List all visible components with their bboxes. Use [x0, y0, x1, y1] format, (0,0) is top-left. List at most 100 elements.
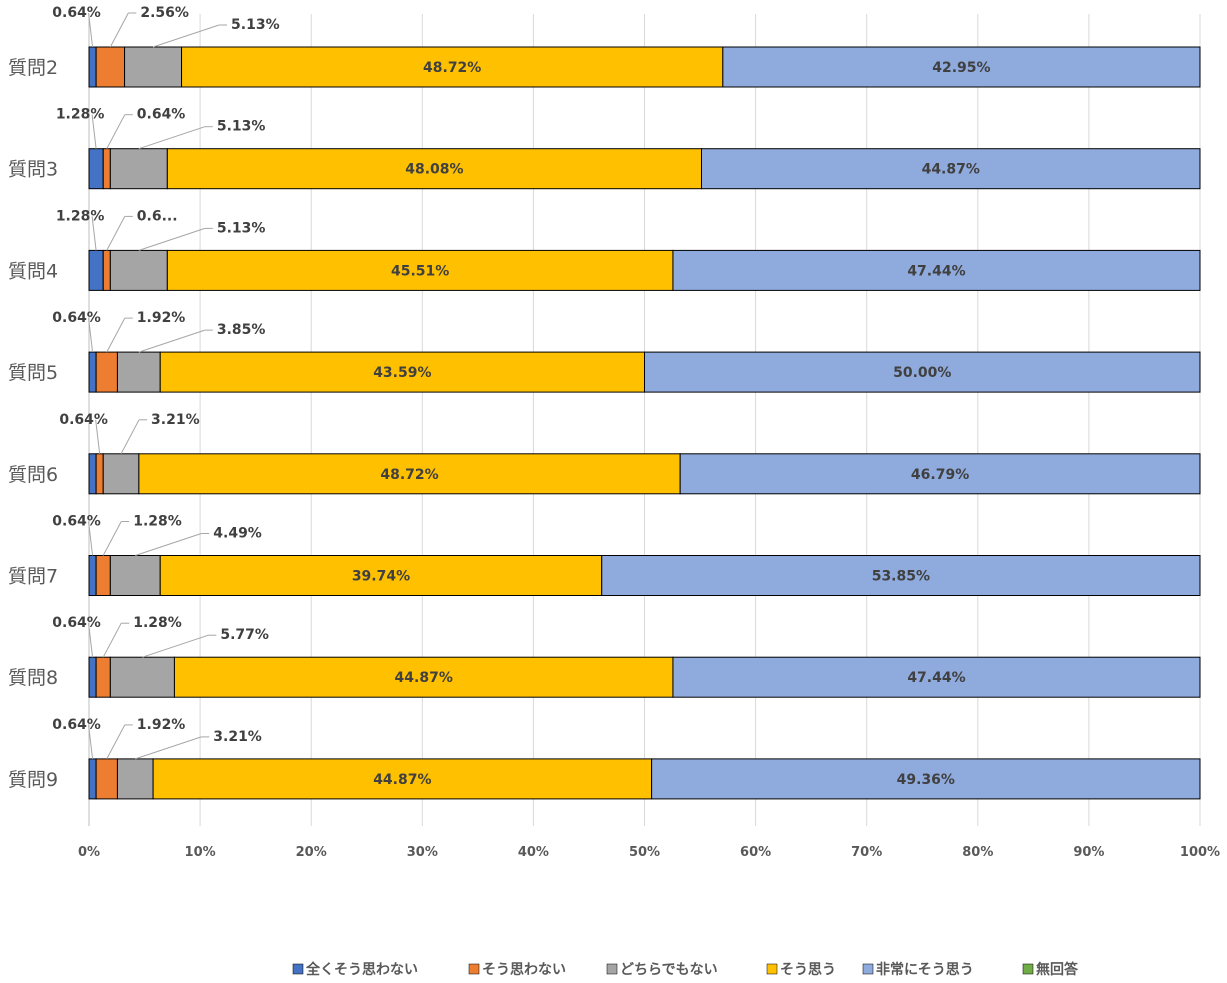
data-label: 47.44%: [907, 263, 965, 279]
legend-swatch: [606, 963, 618, 975]
bar-segment: [88, 555, 97, 596]
bar-segment: [88, 148, 104, 190]
bar-segment: [88, 453, 97, 495]
x-tick-label: 100%: [1180, 845, 1220, 860]
data-label: 42.95%: [932, 60, 990, 76]
x-axis-ticks: 0% 10% 20% 30% 40% 50% 60% 70% 80% 90% 100%: [78, 845, 1220, 860]
legend-swatch: [862, 963, 874, 975]
data-label: 1.92%: [137, 310, 186, 326]
data-label: 45.51%: [391, 263, 449, 279]
leader-line: [138, 227, 205, 251]
bar-segment: [173, 656, 674, 698]
bar-segment: [95, 656, 111, 698]
data-label: 48.08%: [405, 162, 463, 178]
x-tick-label: 70%: [851, 845, 882, 860]
bar-segment: [95, 351, 118, 393]
data-label: 3.85%: [217, 322, 266, 338]
bar-segment: [88, 656, 97, 698]
bar-segment: [95, 46, 126, 88]
leader-line: [88, 623, 94, 658]
data-label: 1.28%: [133, 615, 182, 631]
x-tick-label: 0%: [78, 845, 100, 860]
bar-segment: [102, 148, 111, 190]
bar-segment: [116, 351, 161, 393]
data-label: 1.28%: [133, 514, 182, 530]
category-label: 質問3: [8, 159, 58, 181]
leader-line: [106, 317, 126, 353]
legend-label: 全くそう思わない: [305, 961, 418, 978]
leader-line: [95, 419, 101, 454]
legend-label: 非常にそう思う: [876, 961, 974, 978]
leader-line: [88, 12, 94, 48]
data-label: 48.72%: [380, 467, 438, 483]
x-tick-label: 30%: [407, 845, 438, 860]
legend-swatch: [766, 963, 778, 975]
x-tick-label: 40%: [518, 845, 549, 860]
x-tick-label: 80%: [962, 845, 993, 860]
category-label: 質問5: [8, 362, 58, 384]
x-tick-label: 10%: [185, 845, 216, 860]
leader-line: [88, 318, 94, 353]
data-label: 0.64%: [52, 514, 101, 530]
data-label: 39.74%: [352, 569, 410, 585]
legend-label: どちらでもない: [620, 962, 718, 978]
data-label: 0.64%: [52, 5, 101, 21]
leader-line: [88, 521, 94, 556]
data-label: 3.21%: [151, 412, 200, 428]
category-label: 質問7: [8, 566, 58, 588]
data-label: 43.59%: [373, 365, 431, 381]
legend: 全くそう思わない そう思わない どちらでもない そう思う 非常にそう思う 無回答: [292, 961, 1079, 978]
callout-labels: 48.72% 42.95% 0.64% 2.56% 5.13% 48.08% 44.87% 1…: [52, 5, 990, 788]
bar-segment: [166, 148, 702, 190]
leader-line: [102, 521, 122, 556]
data-label: 0.64%: [137, 107, 186, 123]
category-label: 質問8: [8, 667, 58, 689]
bar-segment: [109, 148, 168, 190]
leader-line: [106, 114, 126, 149]
bar-segment: [88, 758, 97, 800]
data-label: 5.13%: [217, 220, 266, 236]
bar-segment: [95, 555, 111, 596]
bars: [88, 46, 1201, 800]
data-label: 46.79%: [911, 467, 969, 483]
legend-swatch: [468, 963, 480, 975]
bar-segment: [124, 46, 183, 88]
data-label: 4.49%: [213, 526, 262, 542]
bar-segment: [672, 656, 1201, 698]
data-label: 5.13%: [217, 119, 266, 135]
data-label: 0.64%: [52, 717, 101, 733]
bar-segment: [679, 453, 1201, 495]
data-label: 0.64%: [59, 412, 108, 428]
data-label: 3.21%: [213, 729, 262, 745]
x-tick-label: 20%: [296, 845, 327, 860]
bar-segment: [102, 453, 140, 495]
leader-line: [138, 329, 205, 353]
legend-label: 無回答: [1036, 961, 1079, 978]
data-label: 1.28%: [56, 107, 105, 123]
bar-segment: [95, 758, 118, 800]
bar-segment: [181, 46, 724, 88]
leader-line: [91, 114, 97, 149]
leader-line: [106, 216, 126, 251]
bar-segment: [644, 351, 1201, 393]
data-label: 1.28%: [56, 208, 105, 224]
legend-label: そう思わない: [482, 962, 566, 978]
leader-line: [138, 126, 205, 150]
data-label: 53.85%: [872, 569, 930, 585]
legend-swatch: [1022, 963, 1034, 975]
data-label: 44.87%: [922, 162, 980, 178]
leader-line: [102, 622, 122, 658]
data-label: 49.36%: [897, 772, 955, 788]
bar-segment: [166, 249, 674, 291]
data-label: 0.64%: [52, 615, 101, 631]
leader-line: [106, 724, 126, 760]
bar-segment: [88, 249, 104, 291]
leader-line: [109, 12, 129, 48]
data-label: 44.87%: [373, 772, 431, 788]
bar-segment: [159, 351, 646, 393]
gridlines: [88, 14, 1201, 826]
bar-segment: [116, 758, 154, 800]
category-label: 質問2: [8, 57, 58, 79]
data-label: 0.64%: [52, 310, 101, 326]
